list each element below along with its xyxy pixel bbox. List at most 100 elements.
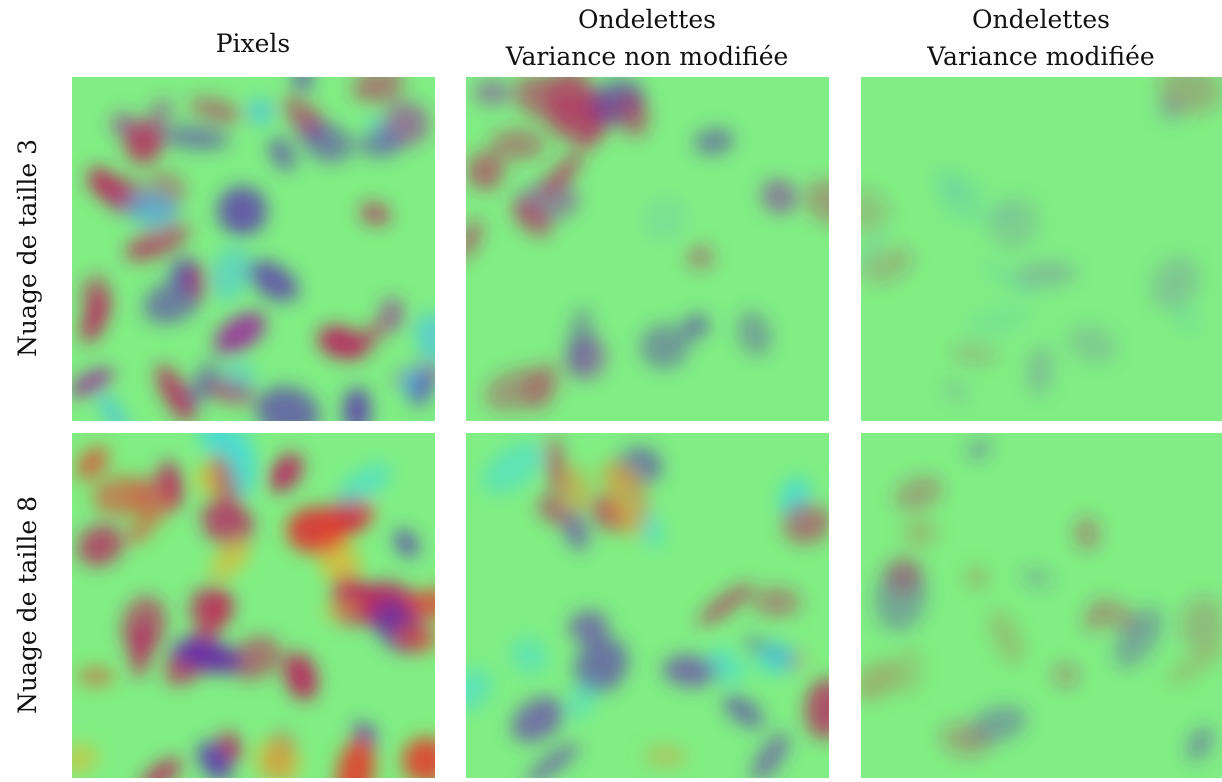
- blob: [394, 529, 419, 558]
- blob: [951, 341, 999, 364]
- blob: [124, 120, 163, 164]
- blob: [317, 325, 365, 360]
- blob: [1013, 261, 1078, 288]
- texture: [861, 440, 1222, 761]
- column-title: Ondelettes: [972, 5, 1110, 34]
- blob: [320, 596, 361, 623]
- blob: [415, 312, 435, 363]
- heatmap-panel: [861, 77, 1222, 421]
- blob: [967, 440, 991, 459]
- blob: [933, 167, 968, 204]
- blob: [87, 166, 119, 201]
- blob: [128, 190, 179, 231]
- blob: [644, 746, 687, 766]
- blob: [147, 98, 174, 130]
- blob: [187, 360, 220, 406]
- blob: [199, 433, 231, 456]
- blob: [1090, 598, 1137, 630]
- blob: [964, 302, 1030, 341]
- blob: [253, 739, 302, 778]
- blob: [72, 743, 98, 774]
- blob: [110, 112, 135, 136]
- texture: [466, 435, 829, 778]
- blob: [268, 136, 296, 172]
- blob: [293, 77, 312, 90]
- blob: [211, 451, 241, 517]
- blob: [402, 736, 435, 778]
- blob: [895, 645, 923, 697]
- blob: [255, 386, 320, 421]
- blob: [1186, 726, 1214, 761]
- blob: [642, 196, 688, 243]
- blob: [356, 131, 402, 158]
- texture: [861, 77, 1222, 403]
- blob: [124, 222, 190, 262]
- blob: [161, 125, 230, 150]
- blob: [1052, 662, 1079, 688]
- blob: [302, 122, 353, 163]
- blob: [1067, 324, 1118, 364]
- blob: [567, 306, 595, 375]
- blob: [884, 555, 923, 594]
- blob: [861, 245, 914, 285]
- blob: [682, 313, 710, 340]
- blob: [662, 654, 718, 688]
- blob: [511, 696, 565, 743]
- column-title: Ondelettes: [578, 5, 716, 34]
- blob: [125, 517, 155, 545]
- blob: [189, 585, 235, 631]
- blob: [409, 372, 434, 408]
- row-label: Nuage de taille 3: [13, 139, 42, 357]
- blob: [466, 668, 492, 710]
- blob: [80, 274, 108, 308]
- blob: [982, 261, 1041, 297]
- texture: [72, 77, 435, 421]
- blob: [861, 659, 901, 702]
- blob: [751, 732, 790, 778]
- blob: [489, 128, 546, 161]
- blob: [77, 667, 115, 686]
- blob: [760, 178, 798, 215]
- blob: [283, 652, 318, 701]
- blob: [246, 259, 299, 302]
- blob: [155, 364, 195, 421]
- blob: [201, 496, 254, 549]
- blob: [343, 387, 371, 421]
- blob: [1113, 607, 1164, 668]
- blob: [210, 246, 250, 301]
- blob: [686, 244, 715, 271]
- blob: [510, 637, 549, 675]
- blob: [220, 359, 257, 398]
- blob: [135, 477, 173, 523]
- blob: [541, 152, 583, 197]
- blob: [965, 566, 988, 589]
- texture: [72, 433, 435, 778]
- blob: [697, 582, 754, 626]
- blob: [736, 310, 772, 357]
- blob: [409, 588, 435, 619]
- blob: [751, 586, 802, 618]
- blob: [393, 623, 435, 654]
- blob: [639, 324, 689, 370]
- blob: [214, 311, 266, 355]
- blob: [893, 475, 943, 512]
- blob: [902, 517, 938, 549]
- blob: [805, 678, 829, 740]
- blob: [1166, 642, 1222, 686]
- blob: [209, 541, 251, 580]
- blob: [143, 279, 202, 324]
- blob: [484, 367, 549, 412]
- blob: [380, 296, 405, 333]
- blob: [617, 92, 650, 138]
- blob: [1073, 516, 1101, 551]
- blob: [1150, 255, 1201, 311]
- column-subtitle: Variance modifiée: [926, 42, 1154, 71]
- texture: [466, 77, 829, 412]
- blob: [268, 453, 304, 493]
- panels: [72, 77, 1222, 778]
- blob: [351, 77, 405, 104]
- blob: [722, 693, 764, 729]
- blob: [246, 98, 275, 125]
- blob: [172, 639, 243, 674]
